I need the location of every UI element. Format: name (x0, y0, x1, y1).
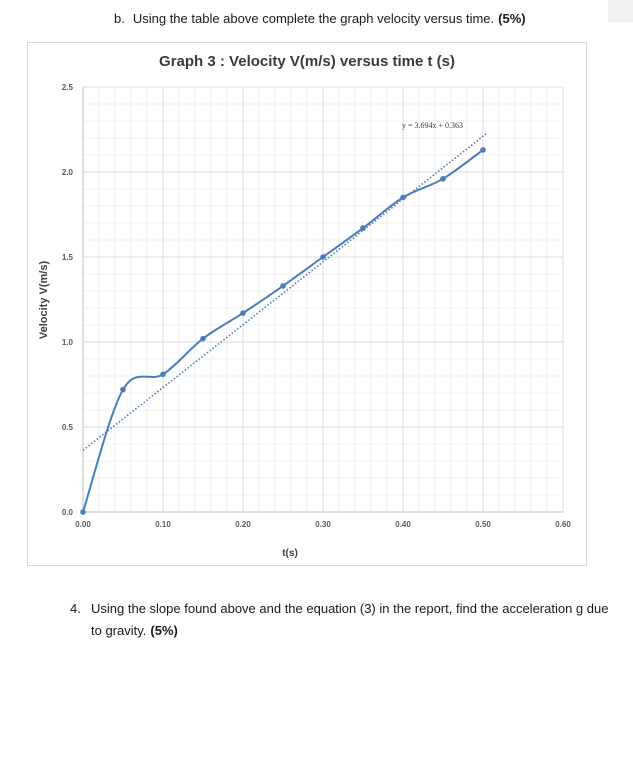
question-b-points: (5%) (498, 11, 526, 26)
x-axis-label: t(s) (282, 548, 298, 559)
y-axis-label: Velocity V(m/s) (38, 260, 50, 340)
data-point (320, 254, 326, 260)
data-point (280, 283, 286, 289)
data-point (400, 194, 406, 201)
data-point (160, 371, 166, 378)
data-point (200, 335, 206, 342)
x-tick-label: 0.20 (235, 520, 251, 529)
question-b-label: b. (114, 11, 125, 26)
y-tick-label: 2.5 (62, 83, 74, 92)
data-point (440, 176, 446, 182)
trendline-equation: y = 3.694x + 0.363 (402, 121, 463, 130)
x-tick-label: 0.60 (555, 520, 571, 529)
x-tick-label: 0.10 (155, 520, 171, 529)
question-4-text: Using the slope found above and the equa… (91, 601, 609, 638)
corner-tab (608, 0, 633, 22)
data-point (120, 386, 126, 393)
x-tick-label: 0.00 (75, 520, 91, 529)
y-tick-label: 1.0 (62, 338, 74, 347)
x-tick-label: 0.50 (475, 520, 491, 529)
y-tick-label: 1.5 (62, 253, 74, 262)
x-tick-label: 0.40 (395, 520, 411, 529)
question-4-points: (5%) (150, 623, 178, 638)
data-point (480, 147, 486, 153)
trendline (82, 132, 488, 451)
data-point (80, 509, 86, 515)
chart-title: Graph 3 : Velocity V(m/s) versus time t … (159, 53, 455, 70)
question-b-text: Using the table above complete the graph… (132, 11, 495, 26)
question-4: 4. Using the slope found above and the e… (70, 598, 610, 642)
chart-frame: Graph 3 : Velocity V(m/s) versus time t … (27, 42, 587, 566)
question-4-number: 4. (70, 601, 81, 616)
data-point (360, 225, 366, 231)
series-line (82, 149, 484, 513)
y-tick-label: 0.5 (62, 423, 74, 432)
data-point (240, 310, 246, 316)
question-b: b. Using the table above complete the gra… (114, 11, 526, 26)
y-tick-label: 0.0 (62, 508, 74, 517)
x-tick-label: 0.30 (315, 520, 331, 529)
y-tick-label: 2.0 (62, 168, 74, 177)
